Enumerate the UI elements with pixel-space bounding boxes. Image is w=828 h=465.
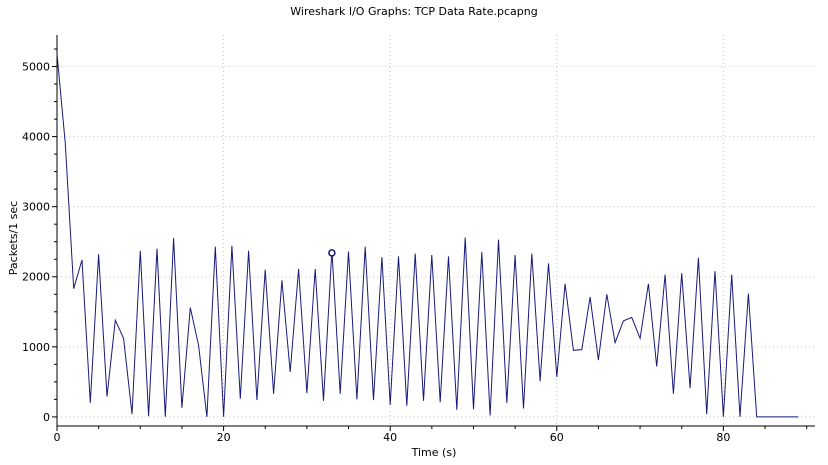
y-tick-label: 0 xyxy=(43,411,50,424)
series-line xyxy=(56,53,799,418)
x-tick-label: 20 xyxy=(217,431,231,444)
x-tick-label: 80 xyxy=(716,431,730,444)
y-tick-label: 4000 xyxy=(22,131,50,144)
x-tick-label: 40 xyxy=(383,431,397,444)
x-tick-label: 0 xyxy=(54,431,61,444)
y-tick-label: 3000 xyxy=(22,201,50,214)
y-tick-label: 5000 xyxy=(22,61,50,74)
selected-point-marker[interactable] xyxy=(328,249,336,257)
chart-title: Wireshark I/O Graphs: TCP Data Rate.pcap… xyxy=(290,5,537,18)
y-tick-label: 1000 xyxy=(22,341,50,354)
x-tick-label: 60 xyxy=(550,431,564,444)
x-axis-label: Time (s) xyxy=(411,446,457,459)
y-tick-label: 2000 xyxy=(22,271,50,284)
y-axis-label: Packets/1 sec xyxy=(7,201,20,275)
